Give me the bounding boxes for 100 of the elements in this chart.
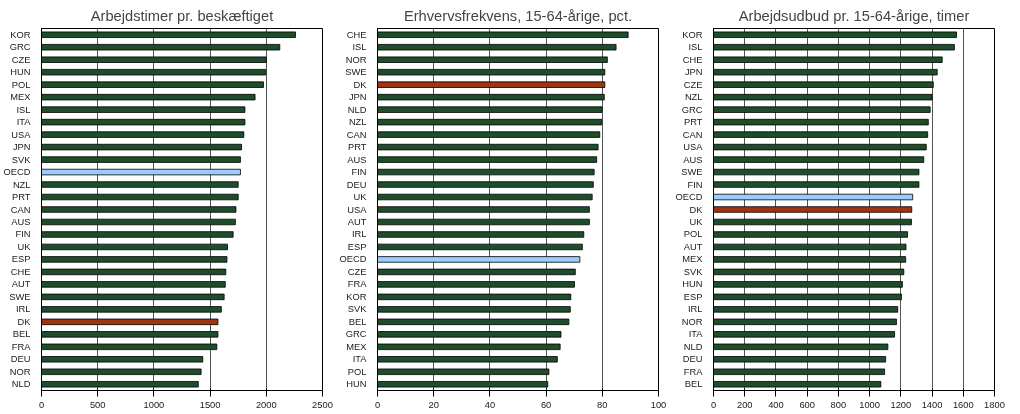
- y-tick-label: ISL: [688, 42, 703, 53]
- x-tick-label: 1400: [921, 399, 943, 410]
- y-tick-label: MEX: [10, 92, 32, 103]
- y-tick-label: SWE: [9, 291, 31, 302]
- y-tick-label: GRC: [9, 42, 31, 53]
- y-tick-label: OECD: [675, 192, 703, 203]
- y-tick-label: KOR: [682, 29, 703, 40]
- y-tick-label: KOR: [10, 29, 31, 40]
- y-tick-label: SWE: [681, 167, 703, 178]
- x-tick-label: 400: [768, 399, 784, 410]
- y-tick-label: BEL: [12, 329, 31, 340]
- y-tick-label: KOR: [346, 291, 367, 302]
- y-tick-label: NZL: [348, 117, 367, 128]
- y-tick-label: POL: [347, 366, 367, 377]
- y-tick-label: NZL: [12, 179, 31, 190]
- y-tick-label: ESP: [683, 291, 703, 302]
- y-tick-label: NLD: [683, 341, 703, 352]
- x-tick-label: 1000: [143, 399, 165, 410]
- y-tick-label: CZE: [11, 54, 31, 65]
- y-tick-label: AUS: [683, 154, 703, 165]
- y-tick-label: POL: [11, 79, 31, 90]
- x-tick-label: 600: [799, 399, 815, 410]
- y-tick-label: IRL: [687, 304, 703, 315]
- y-tick-label: AUT: [347, 216, 367, 227]
- y-tick-label: CZE: [683, 79, 703, 90]
- y-tick-label: CAN: [346, 129, 367, 140]
- y-tick-label: AUS: [347, 154, 367, 165]
- y-tick-label: FIN: [687, 179, 703, 190]
- y-tick-label: DK: [689, 204, 704, 215]
- y-tick-label: FRA: [683, 366, 704, 377]
- y-tick-label: USA: [683, 142, 704, 153]
- x-tick-label: 100: [650, 399, 667, 410]
- x-tick-label: 800: [830, 399, 847, 410]
- y-tick-label: ESP: [347, 241, 367, 252]
- y-tick-label: HUN: [346, 379, 367, 390]
- y-tick-label: GRC: [681, 104, 703, 115]
- x-tick-label: 2500: [312, 399, 333, 410]
- x-tick-label: 500: [89, 399, 106, 410]
- x-tick-label: 1500: [199, 399, 221, 410]
- y-tick-label: UK: [689, 216, 704, 227]
- y-tick-label: NLD: [347, 104, 367, 115]
- y-tick-label: AUT: [11, 279, 31, 290]
- y-tick-label: CAN: [10, 204, 31, 215]
- y-tick-label: CHE: [346, 29, 367, 40]
- y-tick-label: ISL: [352, 42, 367, 53]
- y-tick-label: JPN: [348, 92, 367, 103]
- y-tick-label: ISL: [16, 104, 31, 115]
- y-tick-label: NOR: [9, 366, 31, 377]
- x-tick-label: 80: [597, 399, 608, 410]
- x-tick-label: 1000: [859, 399, 880, 410]
- y-tick-label: NOR: [345, 54, 367, 65]
- y-tick-label: SVK: [347, 304, 368, 315]
- y-tick-label: AUS: [11, 216, 31, 227]
- x-tick-label: 1800: [984, 399, 1005, 410]
- chart-title: Erhvervsfrekvens, 15-64-årige, pct.: [403, 7, 633, 24]
- y-tick-label: IRL: [351, 229, 367, 240]
- y-tick-label: PRT: [348, 142, 367, 153]
- y-tick-label: ITA: [352, 354, 368, 365]
- y-tick-label: BEL: [684, 379, 703, 390]
- y-tick-label: CAN: [682, 129, 703, 140]
- y-tick-label: UK: [353, 192, 368, 203]
- y-tick-label: FRA: [11, 341, 32, 352]
- y-tick-label: UK: [17, 241, 32, 252]
- y-tick-label: CZE: [347, 266, 367, 277]
- y-tick-label: FIN: [351, 167, 367, 178]
- y-tick-label: PRT: [12, 192, 31, 203]
- y-tick-label: SWE: [345, 67, 367, 78]
- x-tick-label: 0: [38, 399, 45, 410]
- x-tick-label: 60: [540, 399, 552, 410]
- y-tick-label: IRL: [15, 304, 31, 315]
- y-tick-label: HUN: [682, 279, 703, 290]
- y-tick-label: BEL: [348, 316, 367, 327]
- y-tick-label: DEU: [10, 354, 31, 365]
- y-tick-label: NZL: [684, 92, 703, 103]
- y-tick-label: CHE: [10, 266, 31, 277]
- x-tick-label: 20: [428, 399, 439, 410]
- y-tick-label: NOR: [681, 316, 703, 327]
- y-tick-label: AUT: [683, 241, 703, 252]
- x-tick-label: 40: [484, 399, 496, 410]
- x-tick-label: 0: [710, 399, 717, 410]
- y-tick-label: HUN: [10, 67, 31, 78]
- y-tick-label: POL: [683, 229, 703, 240]
- y-tick-label: OECD: [339, 254, 367, 265]
- x-tick-label: 200: [736, 399, 753, 410]
- y-tick-label: GRC: [345, 329, 367, 340]
- y-tick-label: USA: [347, 204, 368, 215]
- y-tick-label: OECD: [3, 167, 31, 178]
- y-tick-label: FIN: [15, 229, 31, 240]
- y-tick-label: DK: [17, 316, 32, 327]
- y-tick-label: CHE: [682, 54, 703, 65]
- x-tick-label: 1600: [952, 399, 974, 410]
- chart-title: Arbejdstimer pr. beskæftiget: [90, 7, 274, 24]
- y-tick-label: USA: [11, 129, 32, 140]
- x-tick-label: 0: [374, 399, 381, 410]
- y-tick-label: ESP: [11, 254, 31, 265]
- y-tick-label: ITA: [688, 329, 704, 340]
- y-tick-label: PRT: [684, 117, 703, 128]
- y-tick-label: NLD: [11, 379, 31, 390]
- chart-title: Arbejdsudbud pr. 15-64-årige, timer: [738, 7, 970, 24]
- y-tick-label: DEU: [346, 179, 367, 190]
